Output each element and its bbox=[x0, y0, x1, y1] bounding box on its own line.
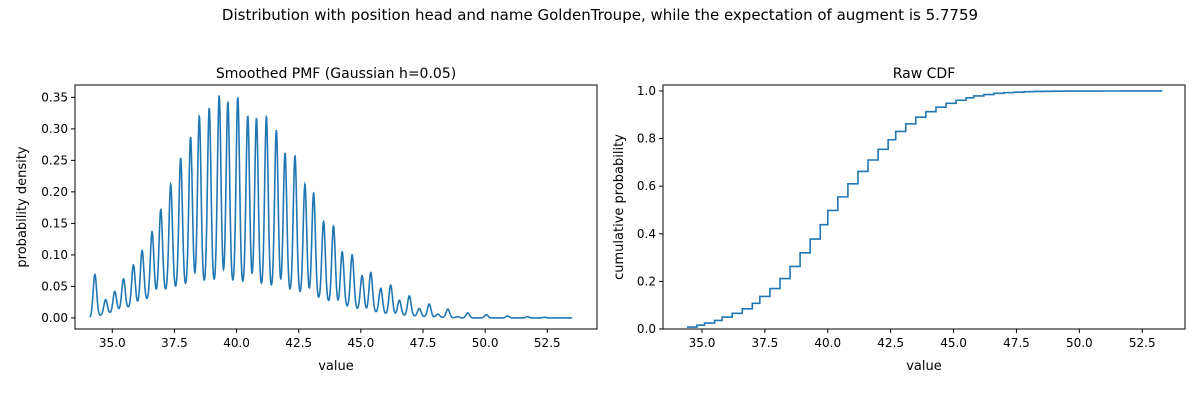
pmf-ytick-label: 0.00 bbox=[41, 311, 68, 325]
cdf-xtick-label: 40.0 bbox=[814, 336, 841, 350]
pmf-xtick-label: 45.0 bbox=[347, 336, 374, 350]
cdf-xtick-label: 45.0 bbox=[940, 336, 967, 350]
pmf-xtick-label: 37.5 bbox=[161, 336, 188, 350]
pmf-ylabel: probability density bbox=[15, 146, 30, 267]
pmf-xtick-label: 50.0 bbox=[472, 336, 499, 350]
cdf-xtick-label: 42.5 bbox=[877, 336, 904, 350]
cdf-xtick-label: 37.5 bbox=[752, 336, 779, 350]
pmf-series-line bbox=[89, 95, 573, 319]
pmf-ytick-label: 0.30 bbox=[41, 122, 68, 136]
pmf-xlabel: value bbox=[318, 359, 354, 374]
cdf-ytick-label: 0.6 bbox=[637, 179, 656, 193]
pmf-xtick-label: 52.5 bbox=[534, 336, 561, 350]
pmf-ytick-label: 0.10 bbox=[41, 248, 68, 262]
pmf-ytick-label: 0.05 bbox=[41, 279, 68, 293]
pmf-xtick-label: 35.0 bbox=[99, 336, 126, 350]
pmf-xtick-label: 42.5 bbox=[285, 336, 312, 350]
cdf-xlabel: value bbox=[906, 359, 942, 374]
pmf-ytick-label: 0.35 bbox=[41, 90, 68, 104]
cdf-xtick-label: 35.0 bbox=[689, 336, 716, 350]
cdf-xtick-label: 52.5 bbox=[1129, 336, 1156, 350]
pmf-axes-frame bbox=[74, 84, 598, 330]
cdf-series-line bbox=[686, 90, 1163, 328]
pmf-plot-area bbox=[89, 95, 573, 319]
pmf-ytick-label: 0.25 bbox=[41, 153, 68, 167]
cdf-ytick-label: 1.0 bbox=[637, 84, 656, 98]
cdf-ytick-label: 0.2 bbox=[637, 274, 656, 288]
cdf-title: Raw CDF bbox=[893, 66, 956, 82]
pmf-subplot: Smoothed PMF (Gaussian h=0.05) 35.0 37.5 4… bbox=[15, 66, 598, 374]
pmf-y-ticks: 0.00 0.05 0.10 0.15 0.20 0.25 0.30 0.35 bbox=[41, 90, 75, 325]
cdf-axes-frame bbox=[662, 84, 1186, 330]
cdf-ytick-label: 0.8 bbox=[637, 132, 656, 146]
pmf-x-ticks: 35.0 37.5 40.0 42.5 45.0 47.5 50.0 52.5 bbox=[99, 329, 561, 350]
cdf-ytick-label: 0.0 bbox=[637, 322, 656, 336]
pmf-xtick-label: 40.0 bbox=[223, 336, 250, 350]
pmf-title: Smoothed PMF (Gaussian h=0.05) bbox=[216, 66, 456, 82]
cdf-plot-area bbox=[686, 90, 1163, 328]
cdf-ytick-label: 0.4 bbox=[637, 227, 656, 241]
pmf-ytick-label: 0.15 bbox=[41, 216, 68, 230]
cdf-xtick-label: 47.5 bbox=[1003, 336, 1030, 350]
cdf-x-ticks: 35.0 37.5 40.0 42.5 45.0 47.5 50.0 52.5 bbox=[689, 329, 1156, 350]
pmf-xtick-label: 47.5 bbox=[410, 336, 437, 350]
cdf-ylabel: cumulative probability bbox=[612, 134, 627, 280]
cdf-subplot: Raw CDF 35.0 37.5 40.0 42.5 45.0 47.5 50.0 52.5… bbox=[612, 66, 1186, 374]
pmf-ytick-label: 0.20 bbox=[41, 185, 68, 199]
cdf-xtick-label: 50.0 bbox=[1066, 336, 1093, 350]
cdf-y-ticks: 0.0 0.2 0.4 0.6 0.8 1.0 bbox=[637, 84, 663, 336]
figure-suptitle: Distribution with position head and name… bbox=[222, 6, 978, 24]
